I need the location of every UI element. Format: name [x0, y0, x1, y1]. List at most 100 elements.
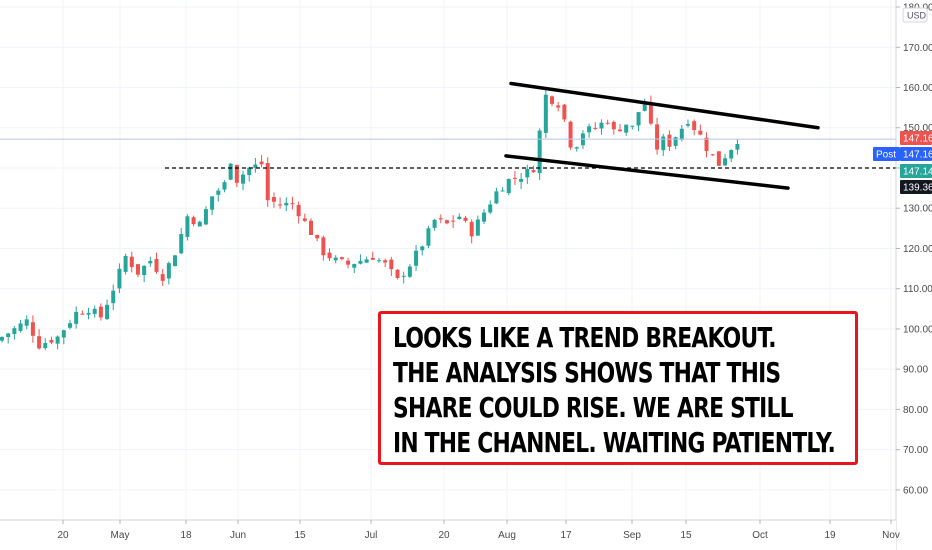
price-label-text: 147.16 — [903, 134, 932, 145]
candle-body — [475, 219, 480, 236]
currency-label: USD — [907, 11, 927, 21]
candle-body — [30, 322, 35, 336]
price-label-text: 147.16 — [903, 150, 932, 161]
candle-body — [488, 204, 493, 213]
candle-body — [327, 252, 332, 259]
candle-body — [500, 190, 505, 192]
candle-body — [525, 168, 530, 178]
time-tick-label: 18 — [180, 530, 192, 541]
candle-body — [259, 161, 264, 165]
time-axis-bg — [0, 520, 896, 550]
candle-body — [618, 129, 622, 132]
candle-body — [395, 269, 400, 278]
candle-body — [203, 209, 208, 225]
candle-body — [315, 234, 320, 239]
candle-body — [624, 124, 629, 133]
time-tick-label: 15 — [680, 530, 692, 541]
annotation-line-4: IN THE CHANNEL. WAITING PATIENTLY. — [393, 426, 836, 459]
candle-body — [43, 343, 48, 349]
candle-body — [562, 104, 567, 120]
price-tick-label: 90.00 — [903, 365, 928, 376]
price-tick-label: 100.00 — [903, 324, 932, 335]
candle-body — [568, 121, 573, 148]
price-label-badge — [900, 131, 932, 145]
candle-body — [61, 330, 66, 338]
time-tick-label: Nov — [882, 530, 900, 541]
candle-body — [432, 219, 437, 228]
candle-body — [469, 221, 474, 237]
channel-trendline — [504, 154, 790, 190]
candle-body — [550, 96, 555, 104]
candle-body — [648, 102, 653, 124]
candle-body — [142, 265, 147, 276]
candle-body — [284, 202, 289, 206]
candle-body — [74, 311, 79, 324]
price-tick-label: 60.00 — [903, 485, 928, 496]
candle-body — [24, 319, 29, 326]
candle-body — [605, 122, 610, 124]
candle-body — [179, 234, 184, 254]
price-tick-label: 160.00 — [903, 83, 932, 94]
candle-body — [352, 264, 357, 268]
candle-body — [333, 257, 338, 261]
candle-body — [593, 127, 598, 129]
candle-body — [494, 191, 499, 204]
candle-body — [723, 158, 728, 166]
candle-body — [655, 124, 660, 150]
candle-body — [265, 163, 270, 201]
time-tick-label: Jul — [365, 530, 378, 541]
time-tick-label: 17 — [560, 530, 572, 541]
candle-body — [0, 337, 4, 341]
candle-body — [247, 167, 252, 176]
candle-body — [543, 94, 548, 133]
price-label-text: Post — [876, 150, 896, 161]
candle-body — [86, 312, 91, 315]
candle-body — [698, 130, 703, 135]
candle-body — [401, 275, 406, 277]
candle-body — [414, 250, 419, 266]
candle-body — [129, 256, 134, 268]
candle-body — [210, 196, 215, 210]
candle-body — [105, 304, 110, 320]
candle-body — [537, 130, 542, 174]
candle-body — [339, 257, 344, 260]
price-label-text: 139.36 — [903, 183, 932, 194]
candle-body — [685, 124, 690, 126]
candle-body — [438, 218, 443, 220]
price-label-badge — [900, 147, 932, 161]
candle-body — [290, 203, 295, 205]
candle-body — [444, 220, 449, 224]
price-label-badge — [900, 180, 932, 194]
candle-body — [135, 264, 140, 275]
candle-body — [222, 182, 227, 190]
candle-body — [98, 306, 103, 318]
candle-body — [692, 121, 697, 131]
candle-body — [18, 323, 23, 331]
candle-body — [383, 260, 388, 263]
price-tick-label: 120.00 — [903, 244, 932, 255]
candle-body — [185, 216, 190, 237]
candle-body — [296, 205, 301, 217]
candle-body — [49, 339, 54, 343]
candle-body — [154, 259, 159, 272]
candle-body — [309, 220, 313, 236]
candle-body — [642, 104, 647, 111]
candle-body — [117, 268, 122, 289]
candle-body — [197, 221, 202, 227]
candle-body — [166, 263, 171, 279]
candle-body — [673, 137, 678, 146]
candle-body — [710, 154, 715, 156]
candle-body — [426, 228, 431, 246]
candle-body — [630, 125, 635, 127]
candle-body — [611, 121, 616, 130]
candle-body — [80, 313, 85, 315]
price-tick-label: 70.00 — [903, 445, 928, 456]
candle-body — [241, 174, 246, 184]
time-tick-label: 19 — [824, 530, 836, 541]
candle-body — [92, 308, 97, 314]
candle-body — [12, 328, 17, 335]
candle-body — [55, 336, 60, 344]
candle-body — [278, 204, 283, 206]
